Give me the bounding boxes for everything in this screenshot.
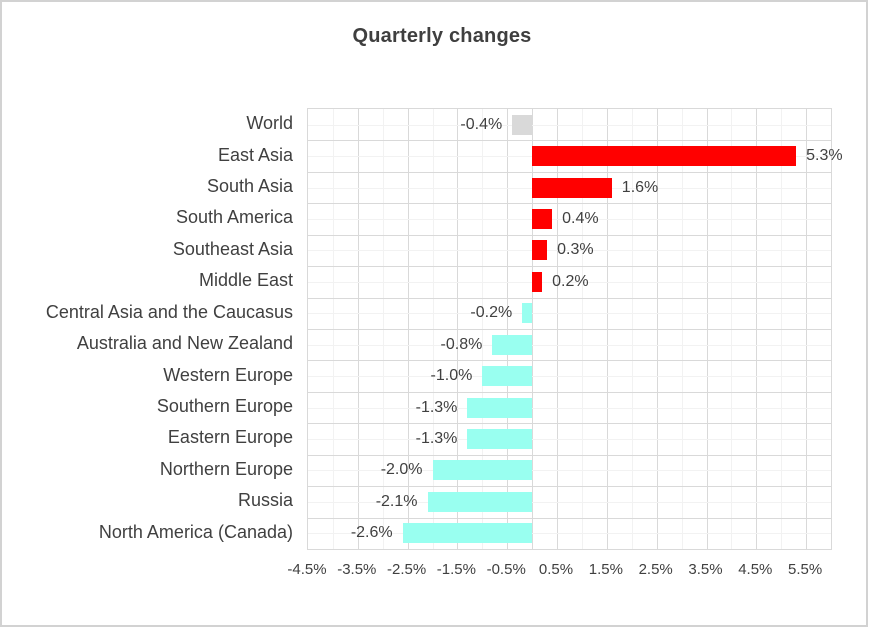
category-label: Middle East	[198, 270, 293, 291]
x-axis-tick-label: -2.5%	[387, 561, 427, 578]
bar-value-label: 5.3%	[806, 147, 843, 165]
bar-value-label: -2.6%	[350, 524, 393, 542]
x-axis-tick-label: -3.5%	[337, 561, 377, 578]
horizontal-gridline	[308, 219, 831, 220]
horizontal-gridline	[308, 344, 831, 346]
horizontal-gridline	[308, 470, 831, 472]
category-label: South America	[175, 207, 293, 228]
x-axis-tick-label: 2.5%	[638, 561, 673, 578]
category-label: Central Asia and the Caucasus	[45, 301, 293, 322]
category-label: East Asia	[217, 144, 293, 165]
bar-value-label: 0.2%	[552, 272, 589, 290]
bar[interactable]	[532, 209, 552, 229]
horizontal-gridline	[308, 501, 831, 503]
bar[interactable]	[402, 523, 533, 544]
horizontal-gridline	[308, 171, 831, 173]
horizontal-gridline	[308, 360, 831, 362]
bar[interactable]	[532, 146, 797, 167]
bar-value-label: -0.4%	[460, 115, 503, 133]
category-label: Southeast Asia	[172, 238, 293, 259]
bar[interactable]	[532, 177, 612, 198]
category-label: World	[246, 113, 293, 134]
category-label: Northern Europe	[159, 458, 293, 479]
horizontal-gridline	[308, 266, 831, 268]
category-label: North America (Canada)	[98, 521, 293, 542]
horizontal-gridline	[308, 203, 831, 205]
horizontal-gridline	[308, 234, 831, 236]
bar-value-label: 0.4%	[562, 209, 599, 227]
horizontal-gridline	[308, 297, 831, 299]
horizontal-gridline	[308, 376, 831, 378]
horizontal-gridline	[308, 329, 831, 330]
category-label: Western Europe	[163, 364, 293, 385]
horizontal-gridline	[308, 313, 831, 315]
bar-value-label: -0.2%	[470, 304, 513, 322]
bar[interactable]	[467, 429, 533, 449]
horizontal-gridline	[308, 281, 831, 283]
bar[interactable]	[427, 491, 533, 512]
bar[interactable]	[532, 240, 547, 261]
horizontal-gridline	[308, 250, 831, 252]
bar-value-label: -0.8%	[440, 335, 483, 353]
value-axis: -4.5% -3.5% -2.5% -1.5% -0.5% 0.5% 1.5% 2.5% 3.5…	[287, 561, 830, 581]
horizontal-gridline	[308, 124, 831, 126]
bar-value-label: -1.0%	[430, 367, 473, 385]
x-axis-tick-label: 5.5%	[787, 561, 823, 578]
bar-value-label: -2.1%	[375, 492, 418, 510]
horizontal-gridline	[308, 486, 831, 488]
bar[interactable]	[532, 271, 543, 292]
category-label: Russia	[237, 490, 293, 511]
plot-area: -0.4% 5.3% 1.6% 0.4% 0.3% 0.2% -0.2% -0.8% -1.0%…	[307, 108, 843, 550]
bar[interactable]	[467, 397, 533, 418]
category-label: Eastern Europe	[167, 427, 293, 448]
bar[interactable]	[432, 460, 533, 481]
chart-title: Quarterly changes	[352, 25, 532, 47]
horizontal-gridline	[308, 423, 831, 425]
horizontal-gridline	[308, 533, 831, 535]
x-axis-tick-label: 3.5%	[688, 561, 723, 578]
category-label: South Asia	[206, 176, 293, 197]
horizontal-gridline	[308, 517, 831, 519]
horizontal-gridline	[308, 454, 831, 456]
bar-value-label: 0.3%	[557, 241, 594, 259]
bar[interactable]	[512, 114, 533, 135]
bar[interactable]	[492, 334, 533, 355]
x-axis-tick-label: 0.5%	[538, 561, 574, 578]
x-axis-tick-label: -4.5%	[287, 561, 327, 578]
bar-value-label: -1.3%	[415, 429, 458, 447]
x-axis-tick-label: 4.5%	[738, 561, 773, 578]
horizontal-gridline	[308, 391, 831, 393]
bar[interactable]	[482, 366, 533, 387]
x-axis-tick-label: -1.5%	[436, 561, 476, 578]
bar[interactable]	[522, 303, 533, 324]
x-axis-tick-label: -0.5%	[486, 561, 526, 578]
horizontal-gridline	[308, 140, 831, 142]
bar-value-label: -1.3%	[415, 398, 458, 416]
category-label: Australia and New Zealand	[76, 333, 293, 354]
bar-value-label: 1.6%	[621, 178, 659, 196]
horizontal-gridline	[308, 407, 831, 409]
category-label: Southern Europe	[156, 396, 293, 417]
bar-value-label: -2.0%	[380, 461, 423, 479]
horizontal-gridline	[308, 439, 831, 440]
x-axis-tick-label: 1.5%	[588, 561, 623, 578]
category-axis: World East Asia South Asia South America Sou…	[0, 108, 293, 548]
